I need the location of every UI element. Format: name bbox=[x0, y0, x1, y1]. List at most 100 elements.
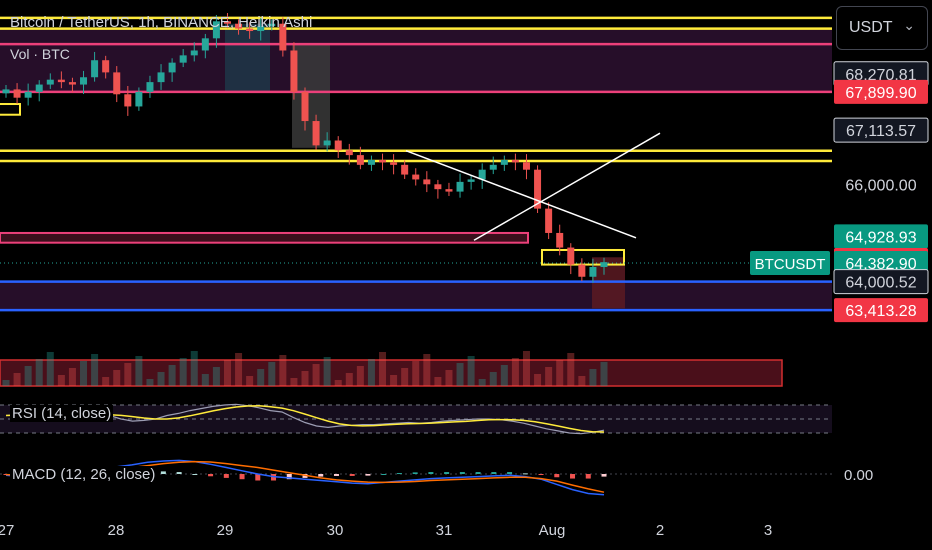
drawing-layer[interactable] bbox=[405, 132, 661, 241]
candle bbox=[390, 162, 398, 165]
candle bbox=[323, 140, 331, 146]
candle bbox=[290, 50, 298, 92]
candle bbox=[312, 121, 320, 146]
candle bbox=[2, 89, 10, 94]
candle bbox=[257, 26, 265, 32]
volume-bar bbox=[168, 365, 176, 386]
volume-bar bbox=[179, 358, 187, 386]
currency-selector[interactable]: USDT ⌄ bbox=[836, 6, 928, 50]
volume-bar bbox=[91, 354, 99, 386]
macd-histogram-bar bbox=[192, 474, 198, 475]
candle bbox=[279, 23, 287, 51]
candle bbox=[46, 79, 54, 85]
volume-bar bbox=[24, 366, 32, 386]
macd-histogram-bar bbox=[412, 472, 418, 474]
candle bbox=[102, 60, 110, 73]
volume-bar bbox=[312, 364, 320, 386]
macd-histogram-bar bbox=[333, 474, 339, 476]
candle bbox=[68, 82, 76, 85]
volume-bar bbox=[35, 359, 43, 386]
candle bbox=[235, 23, 243, 29]
chevron-down-icon: ⌄ bbox=[903, 17, 915, 33]
trendline bbox=[405, 150, 637, 239]
currency-label: USDT bbox=[849, 19, 893, 36]
candle bbox=[135, 91, 143, 107]
x-tick-label: 27 bbox=[0, 522, 14, 539]
candle bbox=[412, 174, 420, 180]
volume-bar bbox=[157, 372, 165, 386]
macd-histogram-bar bbox=[459, 472, 465, 474]
volume-bar bbox=[534, 374, 542, 386]
volume-bar bbox=[456, 363, 464, 386]
macd-zero-value: 0.00 bbox=[844, 467, 873, 484]
candle bbox=[511, 159, 519, 163]
candle bbox=[146, 82, 154, 92]
volume-bar bbox=[323, 357, 331, 386]
macd-histogram-bar bbox=[428, 472, 434, 474]
volume-bar bbox=[124, 363, 132, 386]
volume-bar bbox=[445, 370, 453, 386]
highlight-box bbox=[225, 23, 270, 92]
macd-histogram-bar bbox=[585, 474, 591, 479]
volume-bar bbox=[190, 351, 198, 386]
macd-histogram-bar bbox=[318, 474, 324, 477]
volume-bar bbox=[367, 359, 375, 386]
volume-bar bbox=[301, 371, 309, 386]
volume-bar bbox=[423, 354, 431, 386]
volume-bar bbox=[290, 378, 298, 386]
macd-histogram-bar bbox=[381, 474, 387, 475]
candle bbox=[113, 72, 121, 95]
volume-bar bbox=[57, 375, 65, 386]
rsi-pane bbox=[0, 403, 832, 435]
volume-bar bbox=[46, 352, 54, 386]
candle bbox=[157, 72, 165, 83]
volume-bar bbox=[201, 374, 209, 386]
candle bbox=[600, 262, 608, 268]
chart-title: Bitcoin / TetherUS, 1h, BINANCE, Heikin … bbox=[10, 14, 313, 31]
candle bbox=[500, 159, 508, 165]
candle bbox=[212, 21, 220, 39]
price-label: 68,270.81 bbox=[845, 67, 916, 84]
price-label: 64,928.93 bbox=[845, 229, 916, 246]
price-label-box bbox=[833, 269, 929, 295]
candle bbox=[434, 184, 442, 190]
macd-histogram-bar bbox=[223, 474, 229, 478]
price-label-box bbox=[834, 224, 928, 249]
candle bbox=[456, 181, 464, 192]
macd-histogram-bar bbox=[554, 474, 560, 478]
macd-histogram-bar bbox=[286, 474, 292, 480]
time-axis: 27 28 29 30 31 Aug 2 3 bbox=[0, 522, 772, 539]
yellow-range-box bbox=[0, 103, 21, 116]
symbol-tag-label: BTCUSDT bbox=[755, 256, 826, 273]
trendline bbox=[473, 132, 661, 241]
volume-bar bbox=[13, 373, 21, 386]
macd-histogram-bar bbox=[349, 474, 355, 476]
volume-bar bbox=[268, 362, 276, 386]
macd-histogram-bar bbox=[160, 471, 166, 474]
macd-histogram-bar bbox=[176, 472, 182, 474]
volume-bar bbox=[434, 377, 442, 386]
macd-histogram-bar bbox=[3, 474, 9, 475]
volume-bar bbox=[600, 362, 608, 386]
x-tick-label: 28 bbox=[108, 522, 125, 539]
macd-histogram-bar bbox=[522, 473, 528, 475]
candle bbox=[201, 38, 209, 51]
candle bbox=[168, 62, 176, 73]
volume-label: Vol · BTC bbox=[10, 46, 70, 62]
candle bbox=[445, 189, 453, 192]
x-tick-label: 30 bbox=[327, 522, 344, 539]
volume-bar bbox=[279, 355, 287, 386]
candle bbox=[379, 159, 387, 163]
x-tick-label: 3 bbox=[764, 522, 772, 539]
price-label: 64,382.90 bbox=[845, 256, 916, 273]
volume-bar bbox=[412, 361, 420, 386]
volume-bar bbox=[146, 379, 154, 386]
candle bbox=[401, 164, 409, 175]
support-zone bbox=[0, 281, 832, 311]
rsi-label: RSI (14, close) bbox=[10, 405, 114, 422]
candle bbox=[190, 50, 198, 56]
volume-bar bbox=[223, 360, 231, 386]
pink-range-box bbox=[0, 231, 529, 244]
macd-histogram-bar bbox=[365, 474, 371, 476]
